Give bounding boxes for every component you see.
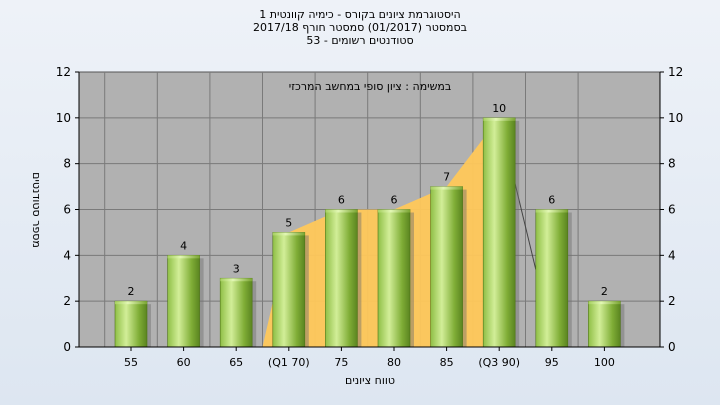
data-label: 7: [443, 171, 450, 184]
x-tick-label: 95: [545, 356, 559, 369]
y-tick-label-left: 0: [63, 340, 71, 354]
data-label: 3: [233, 262, 240, 275]
bar-cap: [167, 255, 200, 259]
x-tick-label: 75: [334, 356, 348, 369]
y-tick-label-right: 0: [668, 340, 676, 354]
data-label: 6: [391, 194, 398, 207]
chart-title-block: היסטוגרמת ציונים בקורס - כימיה קוונטית 1…: [0, 8, 720, 47]
bar: [219, 277, 253, 348]
bar: [482, 117, 516, 348]
y-tick-label-left: 6: [63, 203, 71, 217]
y-tick-label-left: 4: [63, 248, 71, 262]
x-axis-label: טווח ציונים: [345, 374, 395, 387]
bars-group: 2 4 3 5 6 6 7 10 6 2: [114, 102, 625, 348]
chart-annotation: במשימה : ציון סופי במחשב המרכזי: [289, 80, 452, 93]
y-tick-label-right: 6: [668, 203, 676, 217]
x-tick-label: 85: [440, 356, 454, 369]
data-label: 6: [338, 194, 345, 207]
y-tick-label-left: 2: [63, 294, 71, 308]
data-label: 2: [601, 285, 608, 298]
data-label: 10: [492, 102, 506, 115]
y-tick-label-right: 4: [668, 248, 676, 262]
bar: [272, 232, 306, 348]
x-tick-label: 55: [124, 356, 138, 369]
bar: [588, 300, 621, 348]
bar-cap: [115, 301, 147, 305]
y-tick-label-right: 2: [668, 294, 676, 308]
y-tick-label-right: 10: [668, 111, 683, 125]
bar: [377, 209, 411, 348]
y-tick-label-left: 10: [56, 111, 71, 125]
x-tick-label: (Q3 90): [478, 356, 520, 369]
x-tick-label: 60: [177, 356, 191, 369]
x-tick-label: 100: [594, 356, 615, 369]
bar-cap: [430, 186, 463, 190]
chart-title-line-1: היסטוגרמת ציונים בקורס - כימיה קוונטית 1: [259, 8, 461, 21]
y-tick-label-left: 12: [56, 65, 71, 79]
data-label: 2: [128, 285, 135, 298]
y-tick-label-right: 8: [668, 157, 676, 171]
bar-cap: [483, 117, 516, 121]
y-tick-label-right: 12: [668, 65, 683, 79]
x-tick-label: 80: [387, 356, 401, 369]
data-label: 4: [180, 239, 187, 252]
x-tick-label: (Q1 70): [268, 356, 310, 369]
data-label: 6: [548, 194, 555, 207]
bar-cap: [535, 209, 568, 213]
chart-title-line-2: בסמסטר (01/2017) סמסטר חורף 2017/18: [253, 21, 467, 34]
y-tick-label-left: 8: [63, 157, 71, 171]
bar-cap: [378, 209, 410, 213]
bar-cap: [220, 278, 253, 282]
bar: [325, 209, 358, 348]
x-tick-label: 65: [229, 356, 243, 369]
chart-title-line-3: סטודנטים רשומים - 53: [306, 34, 414, 47]
bar: [167, 255, 200, 348]
bar: [114, 300, 148, 348]
bar: [535, 209, 569, 348]
bar-cap: [588, 301, 621, 305]
data-label: 5: [285, 216, 292, 229]
bar-cap: [325, 209, 358, 213]
y-axis-label: מספר סטודנטים: [30, 172, 43, 248]
bar: [430, 186, 463, 348]
bar-cap: [272, 232, 305, 236]
